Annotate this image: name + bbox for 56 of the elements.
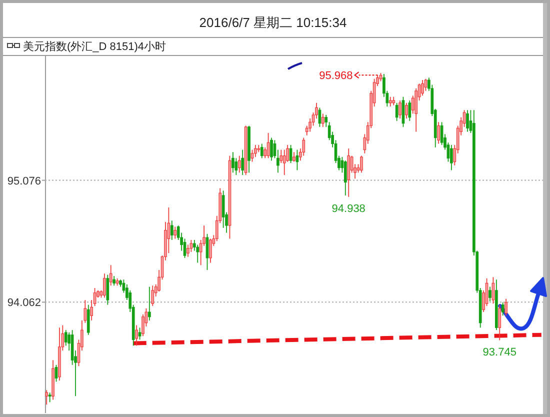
candlestick — [501, 302, 504, 316]
candlestick — [498, 304, 502, 341]
candlestick — [170, 220, 174, 240]
chart-subtitle: 美元指数(外汇_D 8151)4小时 — [23, 40, 166, 53]
candlestick — [186, 244, 190, 258]
candlestick — [321, 113, 324, 128]
candlestick — [64, 330, 68, 346]
candlestick — [270, 137, 273, 162]
candlestick — [388, 96, 392, 107]
candlestick — [190, 239, 193, 252]
candlestick — [395, 102, 398, 122]
candlestick — [405, 102, 408, 119]
candlestick — [398, 100, 402, 119]
candlestick — [292, 152, 296, 162]
candlestick — [437, 122, 440, 144]
candlestick — [466, 110, 469, 132]
candlestick — [138, 327, 142, 340]
candlestick — [504, 298, 508, 316]
candlestick — [289, 144, 292, 164]
candlestick — [174, 226, 177, 240]
candlestick — [260, 143, 264, 159]
candlestick — [151, 285, 154, 306]
candlestick — [450, 144, 453, 171]
y-tick-label: 95.076 — [7, 175, 41, 188]
candlestick — [135, 324, 138, 346]
candlestick — [48, 392, 52, 403]
candlestick — [280, 149, 283, 164]
candlestick — [106, 274, 110, 306]
candlestick — [344, 160, 347, 196]
candlestick — [232, 152, 234, 174]
candlestick — [112, 276, 116, 286]
candlestick — [148, 286, 151, 321]
candlestick — [266, 132, 270, 159]
candlestick — [103, 273, 106, 298]
annotation: 94.938 — [332, 202, 366, 215]
candlestick — [206, 233, 209, 270]
candlestick — [196, 244, 200, 264]
candlestick — [45, 390, 48, 406]
candlestick — [421, 80, 424, 96]
candlestick — [302, 137, 306, 156]
candlestick — [86, 304, 90, 336]
annotation: 93.745 — [482, 346, 516, 358]
candlestick — [241, 149, 244, 176]
candlestick — [408, 100, 412, 122]
candlestick — [209, 238, 212, 264]
candlestick — [238, 155, 241, 174]
candlestick — [282, 149, 286, 176]
chart-title: 2016/6/7 星期二 10:15:34 — [199, 15, 347, 30]
candlestick — [222, 190, 225, 228]
annotation: 95.968 — [319, 70, 353, 82]
candlestick — [360, 155, 363, 174]
candlestick — [250, 149, 254, 162]
candlestick — [488, 286, 492, 302]
candlestick — [109, 264, 112, 286]
candlestick — [424, 78, 428, 92]
y-tick-label: 94.062 — [7, 297, 41, 310]
